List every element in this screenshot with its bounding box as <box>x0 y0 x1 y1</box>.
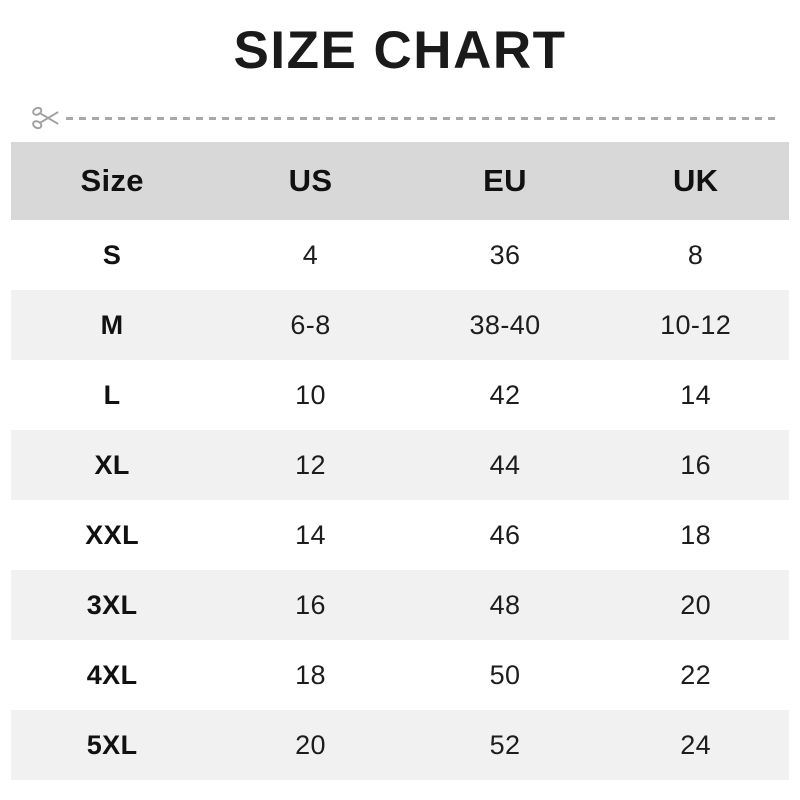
cell-uk: 22 <box>602 640 789 711</box>
cell-us: 4 <box>213 220 408 291</box>
column-header-us: US <box>213 142 408 221</box>
column-header-size: Size <box>11 142 214 221</box>
cell-size: 5XL <box>11 710 214 781</box>
table-row: L 10 42 14 <box>11 360 789 431</box>
cell-uk: 18 <box>602 500 789 571</box>
cell-size: M <box>11 290 214 361</box>
table-row: 3XL 16 48 20 <box>11 570 789 641</box>
cell-eu: 48 <box>407 570 603 641</box>
cell-size: XXL <box>11 500 214 571</box>
cell-eu: 44 <box>407 430 603 501</box>
table-row: 4XL 18 50 22 <box>11 640 789 711</box>
cell-uk: 14 <box>602 360 789 431</box>
table-header: Size US EU UK <box>11 142 789 221</box>
cell-us: 6-8 <box>213 290 408 361</box>
title-container: SIZE CHART <box>0 0 800 79</box>
table-row: M 6-8 38-40 10-12 <box>11 290 789 361</box>
cell-uk: 16 <box>602 430 789 501</box>
cell-uk: 24 <box>602 710 789 781</box>
cell-size: XL <box>11 430 214 501</box>
cell-eu: 42 <box>407 360 603 431</box>
page-title: SIZE CHART <box>233 21 567 80</box>
cell-eu: 38-40 <box>407 290 603 361</box>
cell-eu: 36 <box>407 220 603 291</box>
table-header-row: Size US EU UK <box>11 142 789 221</box>
cell-size: 4XL <box>11 640 214 711</box>
cell-us: 14 <box>213 500 408 571</box>
cell-us: 18 <box>213 640 408 711</box>
cell-size: L <box>11 360 214 431</box>
cell-eu: 46 <box>407 500 603 571</box>
cell-uk: 20 <box>602 570 789 641</box>
cell-eu: 52 <box>407 710 603 781</box>
column-header-uk: UK <box>602 142 789 221</box>
column-header-eu: EU <box>407 142 603 221</box>
table-row: XL 12 44 16 <box>11 430 789 501</box>
cell-us: 20 <box>213 710 408 781</box>
cell-size: S <box>11 220 214 291</box>
size-table: Size US EU UK S 4 36 8 M 6-8 38-40 10-12 L 10 42 14… <box>11 142 789 781</box>
dashed-cut-line <box>66 117 778 121</box>
cell-uk: 10-12 <box>602 290 789 361</box>
table-row: XXL 14 46 18 <box>11 500 789 571</box>
scissors-icon <box>32 107 59 130</box>
cell-eu: 50 <box>407 640 603 711</box>
table-body: S 4 36 8 M 6-8 38-40 10-12 L 10 42 14 XL 12 44 16 XXL 14 4… <box>11 220 789 781</box>
table-row: S 4 36 8 <box>11 220 789 291</box>
cell-us: 12 <box>213 430 408 501</box>
cell-uk: 8 <box>602 220 789 291</box>
cut-line-container <box>0 100 800 134</box>
cell-us: 16 <box>213 570 408 641</box>
cell-us: 10 <box>213 360 408 431</box>
cell-size: 3XL <box>11 570 214 641</box>
table-row: 5XL 20 52 24 <box>11 710 789 781</box>
size-table-container: Size US EU UK S 4 36 8 M 6-8 38-40 10-12 L 10 42 14… <box>11 142 789 781</box>
